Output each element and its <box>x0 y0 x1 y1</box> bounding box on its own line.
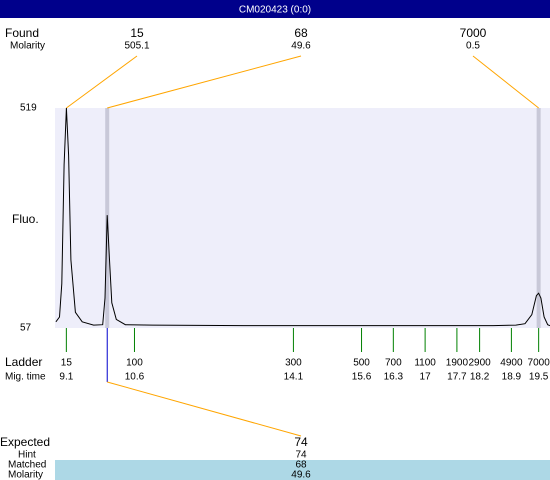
ladder-size: 4900 <box>500 358 523 369</box>
ladder-time: 15.6 <box>352 372 372 383</box>
ladder-size: 300 <box>285 358 302 369</box>
found-label: Found <box>5 26 39 40</box>
matched-value: 68 <box>295 460 307 471</box>
molarity-value: 49.6 <box>291 470 311 480</box>
title: CM020423 (0:0) <box>239 5 311 16</box>
peak-band <box>536 108 541 328</box>
found-molarity-label: Molarity <box>10 41 45 52</box>
found-molarity: 505.1 <box>124 41 149 52</box>
ladder-label: Ladder <box>5 355 42 369</box>
y-tick-label: 57 <box>20 323 32 334</box>
found-size: 68 <box>294 26 308 40</box>
hint-label: Hint <box>18 450 36 461</box>
ladder-size: 500 <box>353 358 370 369</box>
found-molarity: 0.5 <box>466 41 480 52</box>
expected-leader <box>107 381 302 437</box>
matched-band <box>55 460 550 480</box>
ladder-time: 10.6 <box>125 372 145 383</box>
ladder-time: 18.9 <box>502 372 522 383</box>
ladder-size: 1100 <box>414 358 436 369</box>
plot-area <box>55 108 550 328</box>
ladder-time: 14.1 <box>284 372 304 383</box>
ladder-time: 19.5 <box>529 372 549 383</box>
found-size: 15 <box>130 26 144 40</box>
y-tick-label: 519 <box>20 103 37 114</box>
expected-label: Expected <box>0 435 50 449</box>
ladder-time: 9.1 <box>59 372 73 383</box>
found-molarity: 49.6 <box>291 41 311 52</box>
found-leader <box>107 55 302 109</box>
ladder-time: 17.7 <box>447 372 467 383</box>
ladder-size: 700 <box>385 358 402 369</box>
ladder-time: 17 <box>420 372 432 383</box>
found-size: 7000 <box>460 26 487 40</box>
mig-time-label: Mig. time <box>5 372 46 383</box>
y-label: Fluo. <box>12 212 39 226</box>
found-leader <box>472 55 539 109</box>
found-leader <box>66 55 138 109</box>
expected-value: 74 <box>294 435 308 449</box>
ladder-size: 15 <box>61 358 73 369</box>
title-bar <box>0 0 550 18</box>
trace <box>55 107 550 327</box>
ladder-size: 100 <box>126 358 143 369</box>
ladder-size: 2900 <box>468 358 491 369</box>
ladder-size: 1900 <box>446 358 469 369</box>
ladder-size: 7000 <box>528 358 550 369</box>
matched-label: Matched <box>8 460 46 471</box>
ladder-time: 18.2 <box>470 372 490 383</box>
hint-value: 74 <box>295 450 307 461</box>
expected-molarity-label: Molarity <box>8 470 43 480</box>
ladder-time: 16.3 <box>384 372 404 383</box>
